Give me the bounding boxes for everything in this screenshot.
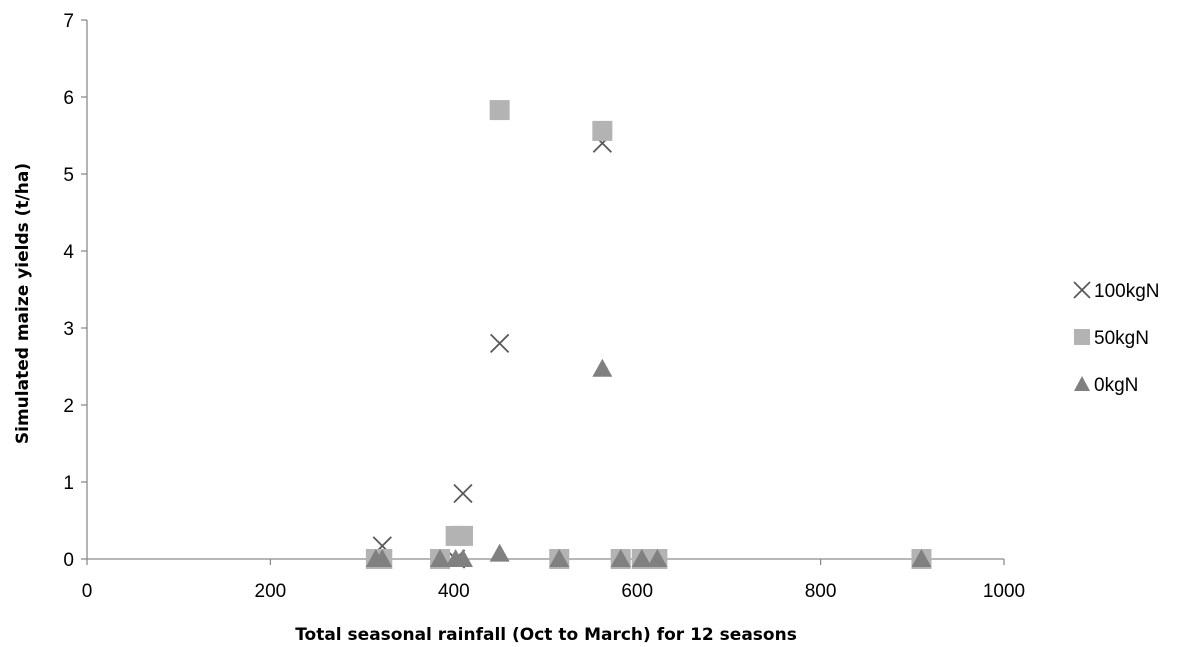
y-tick-label: 3 <box>63 319 74 340</box>
data-point <box>489 100 510 121</box>
y-tick-label: 0 <box>63 550 74 571</box>
legend-square-icon <box>1074 329 1090 345</box>
y-tick-label: 7 <box>63 11 74 32</box>
legend-item: 0kgN <box>1074 375 1138 396</box>
legend-item: 50kgN <box>1074 328 1149 349</box>
data-point <box>592 358 613 377</box>
x-tick-label: 1000 <box>983 581 1025 602</box>
y-tick-label: 5 <box>63 165 74 186</box>
legend-label: 50kgN <box>1094 328 1149 349</box>
x-tick-label: 400 <box>438 581 470 602</box>
data-point <box>452 525 473 546</box>
data-point <box>647 549 668 567</box>
data-point <box>631 549 652 567</box>
x-axis-title: Total seasonal rainfall (Oct to March) f… <box>295 625 797 645</box>
legend-label: 0kgN <box>1094 375 1138 396</box>
x-tick-label: 200 <box>255 581 287 602</box>
legend-triangle-icon <box>1074 376 1090 391</box>
y-axis-title: Simulated maize yields (t/ha) <box>13 163 33 444</box>
data-points <box>365 100 932 569</box>
data-point <box>549 549 570 567</box>
x-tick-label: 600 <box>621 581 653 602</box>
series-50kgN <box>365 100 932 569</box>
data-point <box>453 483 473 504</box>
series-100kgN <box>366 133 932 569</box>
data-point <box>592 120 613 141</box>
y-tick-label: 4 <box>63 242 74 263</box>
legend-item: 100kgN <box>1073 281 1160 302</box>
axes <box>86 20 1004 560</box>
tick-marks <box>81 19 1005 565</box>
x-tick-label: 800 <box>805 581 837 602</box>
y-tick-label: 1 <box>63 473 74 494</box>
data-point <box>610 549 631 567</box>
data-point <box>490 333 510 354</box>
series-0kgN <box>365 358 932 567</box>
x-tick-label: 0 <box>82 581 93 602</box>
y-tick-label: 2 <box>63 396 74 417</box>
data-point <box>489 543 510 562</box>
data-point <box>452 549 473 567</box>
legend-label: 100kgN <box>1094 281 1160 302</box>
data-point <box>372 549 393 567</box>
data-point <box>430 549 451 567</box>
legend: 100kgN 50kgN 0kgN <box>1073 281 1160 396</box>
y-tick-label: 6 <box>63 88 74 109</box>
data-point <box>911 549 932 567</box>
legend-x-icon <box>1073 281 1091 299</box>
tick-labels: 0 1 2 3 4 5 6 7 0 200 400 600 800 1000 <box>63 11 1025 602</box>
